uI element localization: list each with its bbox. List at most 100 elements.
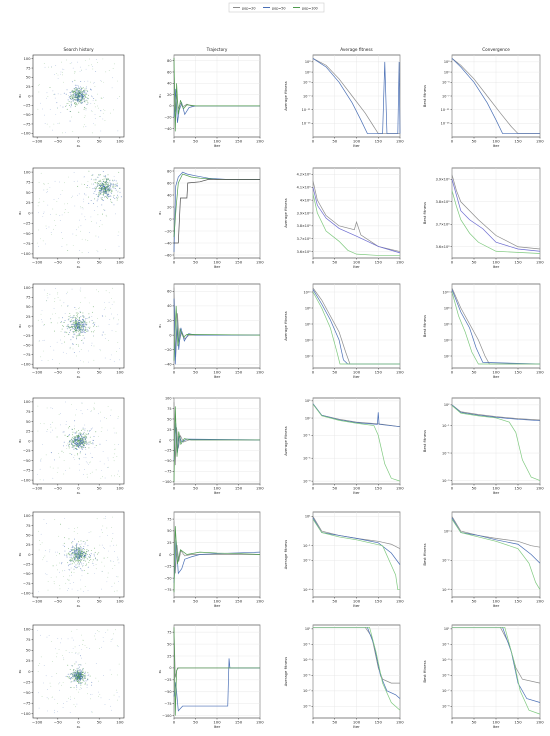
scatter-point [80,326,82,327]
trajectory-panel: 0 50 100 150 200−100−75−50−250255075100Iterx… [157,396,264,495]
scatter-point [81,96,83,98]
scatter-point [77,323,79,325]
x-axis-label: Iter [353,264,360,269]
scatter-point [83,474,84,475]
scatter-point [97,196,99,198]
scatter-point [57,711,58,713]
scatter-point [107,457,109,459]
x-tick-label: 100 [213,599,221,604]
scatter-point [113,186,115,188]
scatter-point [74,420,76,422]
scatter-point [85,440,87,442]
scatter-point [80,442,82,444]
x-tick-label: 50 [472,260,477,265]
scatter-point [81,675,83,677]
scatter-point [107,429,108,431]
scatter-point [71,316,73,318]
scatter-point [100,188,102,190]
scatter-point [78,93,80,95]
scatter-point [111,330,113,332]
scatter-point [87,102,89,104]
scatter-point [104,302,106,303]
axes-frame [32,624,125,719]
scatter-point [74,99,76,101]
scatter-point [80,559,82,561]
y-tick-label: 100 [165,396,171,400]
scatter-point [94,182,96,184]
scatter-point [40,458,42,460]
y-tick-label: 10⁵ [305,399,311,403]
scatter-point [72,648,74,650]
scatter-point [61,214,63,216]
scatter-point [66,353,67,354]
scatter-point [73,561,75,563]
scatter-point [94,447,96,448]
scatter-point [78,318,80,320]
scatter-point [82,440,83,442]
scatter-point [70,96,72,98]
scatter-point [85,327,87,329]
scatter-point [89,675,91,677]
scatter-point [88,554,90,556]
scatter-point [73,171,75,173]
scatter-point [43,665,45,666]
scatter-point [117,558,119,560]
scatter-point [77,92,78,94]
scatter-point [105,632,106,633]
scatter-point [74,560,75,561]
scatter-point [81,657,82,659]
y-tick-label: 10⁻³ [303,658,311,662]
scatter-point [75,652,77,654]
scatter-point [60,523,61,525]
scatter-point [93,407,95,409]
scatter-point [64,319,66,321]
scatter-point [57,108,58,109]
scatter-point [79,438,81,440]
y-tick-label: −100 [21,362,32,366]
scatter-point [80,89,82,90]
scatter-point [43,557,44,559]
scatter-point [88,350,89,352]
scatter-point [81,673,83,675]
scatter-point [104,209,106,211]
scatter-point [79,447,81,449]
scatter-point [70,103,72,105]
scatter-point [77,556,78,558]
scatter-point [72,444,74,446]
scatter-point [92,442,94,444]
scatter-point [105,183,107,185]
scatter-point [105,290,107,292]
scatter-point [82,433,84,435]
scatter-point [79,544,81,546]
scatter-point [95,189,96,191]
scatter-point [76,453,78,454]
scatter-point [59,215,61,216]
scatter-point [100,80,102,82]
scatter-point [90,178,92,180]
scatter-point [77,678,79,680]
x-tick-label: −50 [54,720,63,725]
scatter-point [82,436,84,438]
scatter-point [102,186,104,188]
scatter-point [113,453,115,455]
scatter-point [93,345,95,347]
scatter-point [84,443,86,444]
scatter-point [98,695,99,697]
scatter-point [88,94,89,96]
scatter-point [76,550,77,552]
axes-frame [32,167,125,259]
scatter-point [103,557,105,559]
scatter-point [81,429,83,431]
scatter-point [68,104,70,106]
scatter-point [84,543,86,545]
scatter-point [81,92,83,93]
scatter-point [71,440,73,442]
scatter-point [98,187,100,189]
scatter-point [63,441,65,443]
y-tick-label: 3.7×10³ [297,237,312,241]
scatter-point [82,312,84,314]
scatter-point [77,440,79,442]
scatter-point [59,689,60,691]
scatter-point [113,63,115,65]
